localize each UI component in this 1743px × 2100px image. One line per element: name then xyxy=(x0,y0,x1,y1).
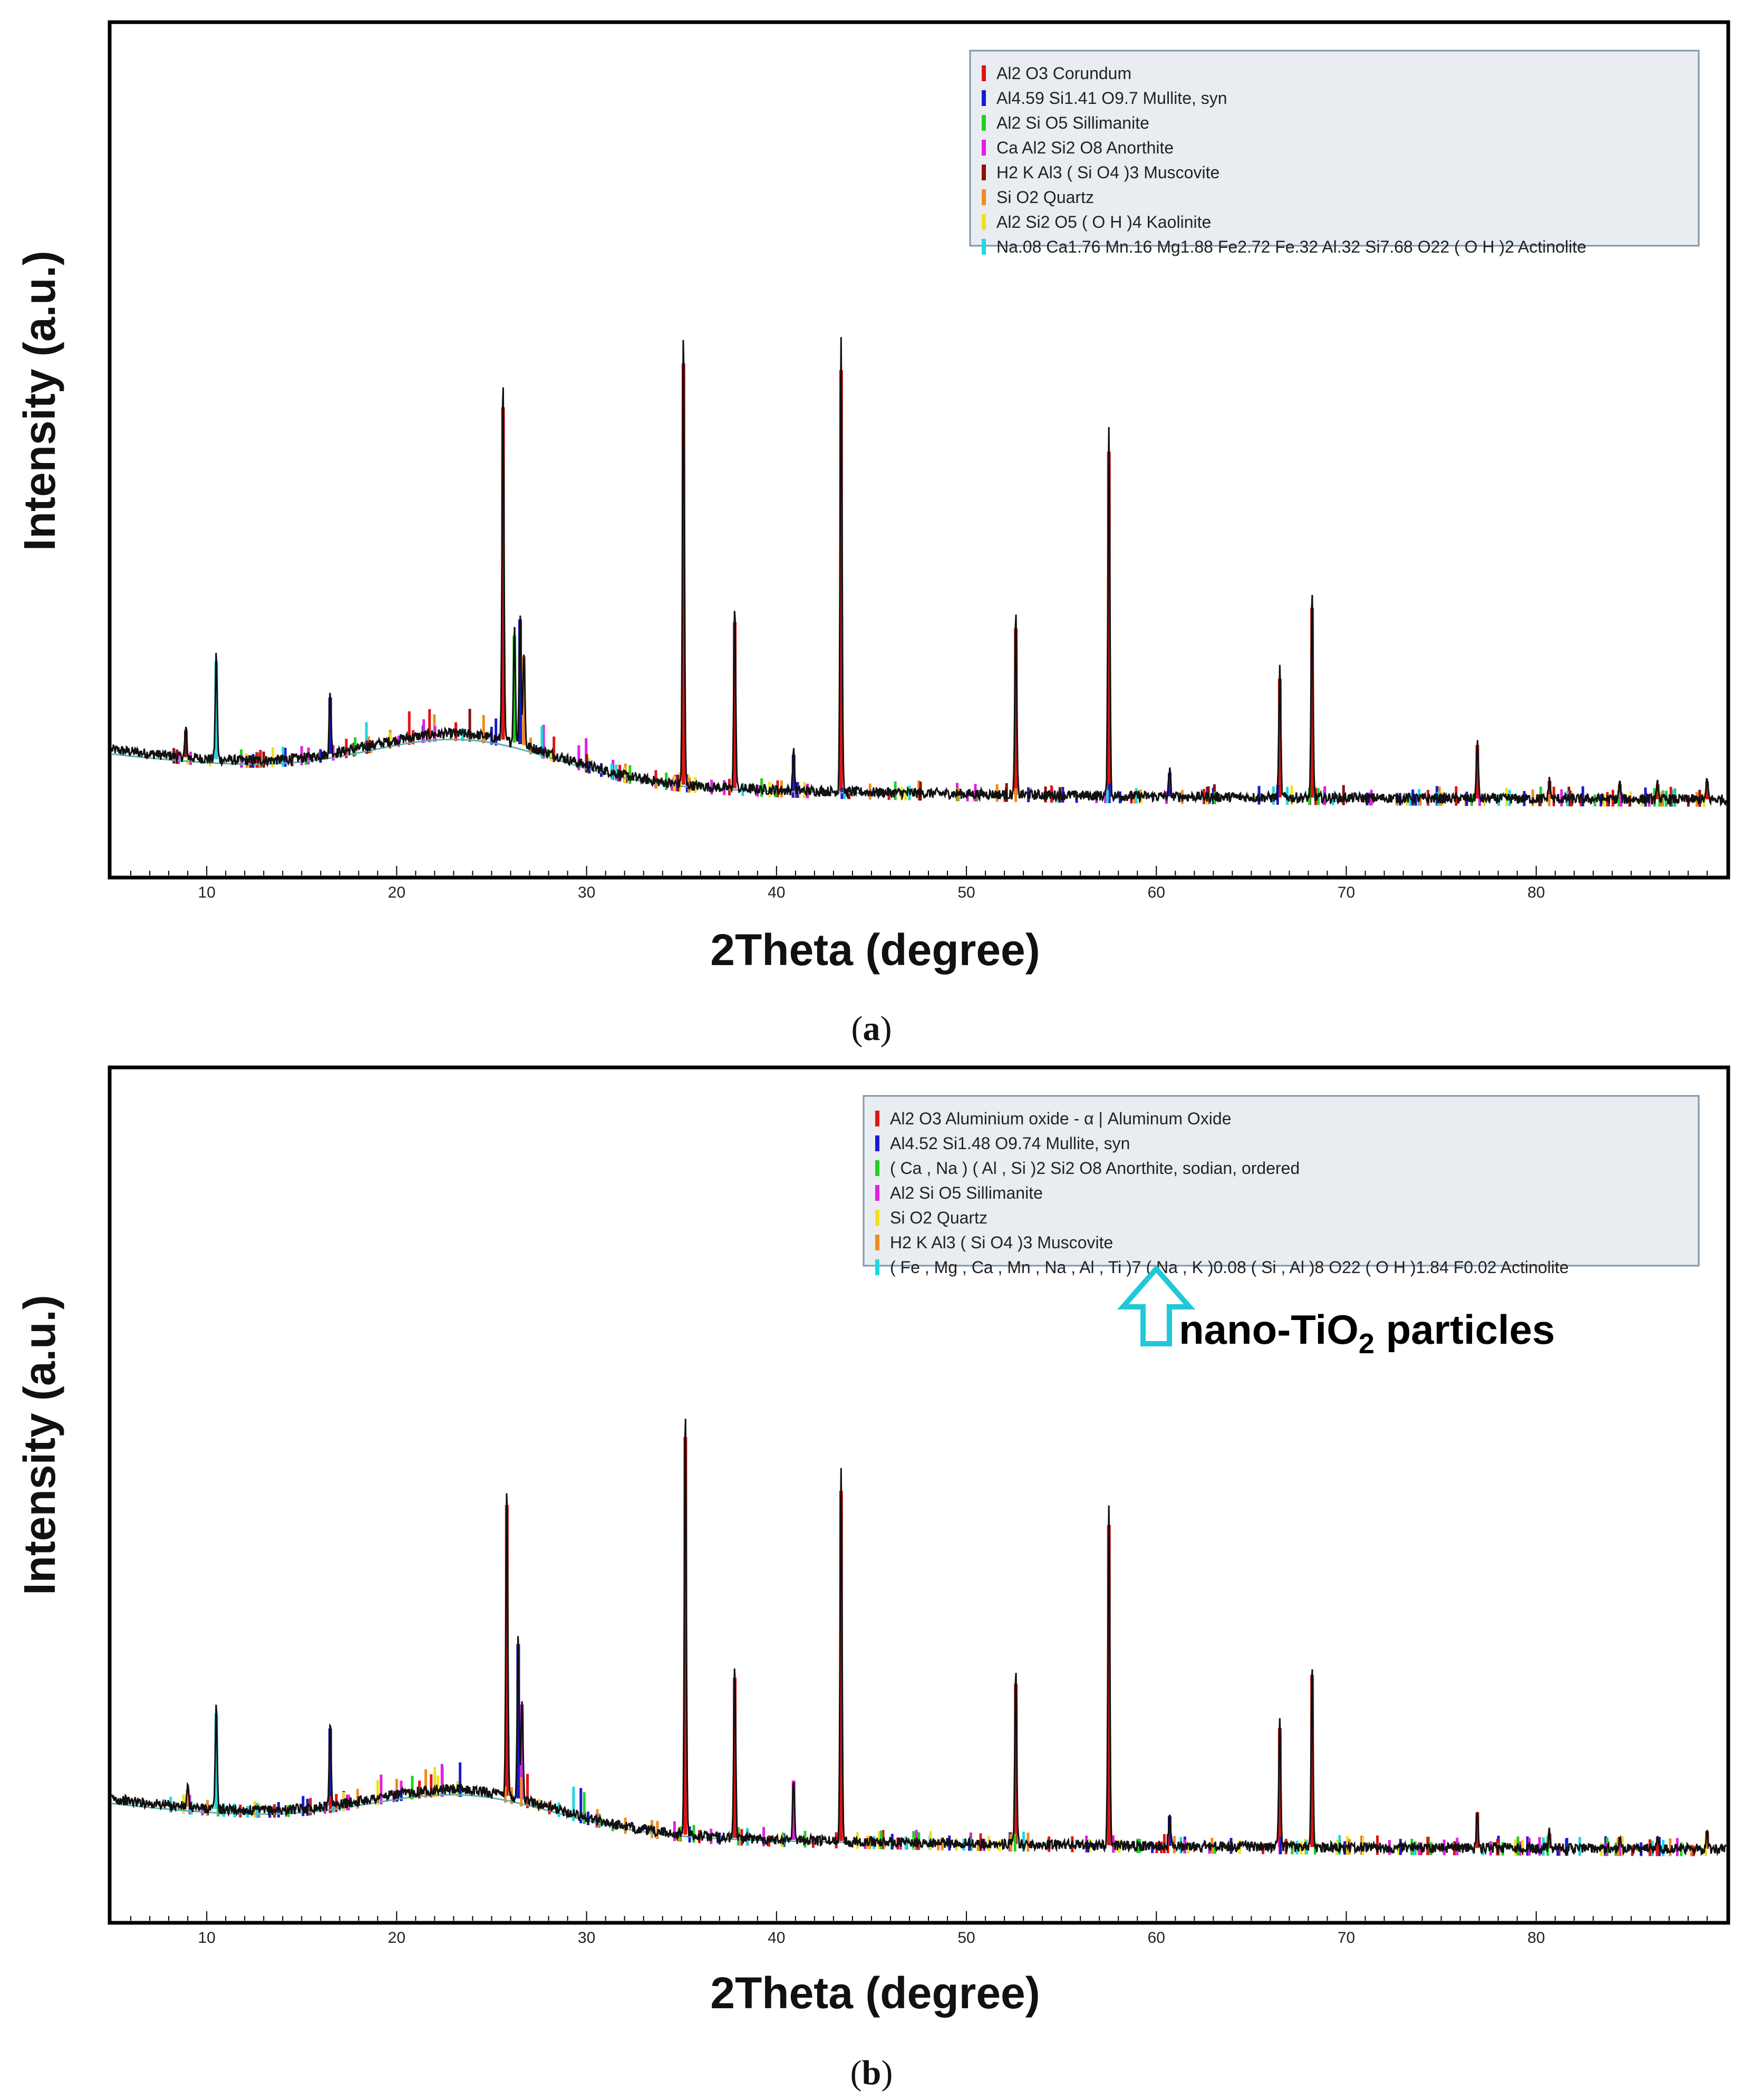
x-tick-label: 30 xyxy=(578,1929,595,1947)
legend-swatch xyxy=(982,214,986,230)
legend-swatch xyxy=(875,1235,879,1250)
legend-swatch xyxy=(982,115,986,131)
legend-a: Al2 O3 Corundum Al4.59 Si1.41 O9.7 Mullit… xyxy=(969,50,1700,256)
legend-swatch xyxy=(982,140,986,156)
legend-entry: ( Ca , Na ) ( Al , Si )2 Si2 O8 Anorthit… xyxy=(890,1159,1300,1178)
legend-b: Al2 O3 Aluminium oxide - α | Aluminum Ox… xyxy=(863,1095,1700,1277)
legend-entry: Al2 Si O5 Sillimanite xyxy=(890,1183,1043,1202)
x-axis-label-b: 2Theta (degree) xyxy=(710,1968,1040,2018)
x-tick-label: 60 xyxy=(1148,1929,1165,1947)
legend-entry: H2 K Al3 ( Si O4 )3 Muscovite xyxy=(996,163,1219,182)
legend-entry: Si O2 Quartz xyxy=(890,1208,987,1227)
x-tick-label: 70 xyxy=(1338,1929,1355,1947)
legend-entry: ( Fe , Mg , Ca , Mn , Na , Al , Ti )7 ( … xyxy=(890,1258,1569,1277)
legend-entry: H2 K Al3 ( Si O4 )3 Muscovite xyxy=(890,1233,1113,1252)
x-tick-label: 80 xyxy=(1527,884,1545,901)
legend-box-a xyxy=(969,50,1700,247)
legend-entry: Al2 O3 Aluminium oxide - α | Aluminum Ox… xyxy=(890,1109,1232,1128)
legend-entry: Ca Al2 Si2 O8 Anorthite xyxy=(996,138,1174,157)
nano-tio2-annotation: nano-TiO2 particles xyxy=(1179,1306,1555,1360)
legend-entry: Na.08 Ca1.76 Mn.16 Mg1.88 Fe2.72 Fe.32 A… xyxy=(996,237,1586,256)
x-tick-label: 10 xyxy=(198,1929,215,1947)
up-arrow-icon xyxy=(1117,1265,1196,1346)
x-tick-label: 20 xyxy=(388,1929,405,1947)
x-tick-label: 40 xyxy=(768,1929,785,1947)
legend-swatch xyxy=(875,1210,879,1226)
panel-b: 10 20 30 40 50 60 70 80 Al2 O3 Aluminium oxide … xyxy=(15,1065,1730,2092)
legend-entry: Al2 Si O5 Sillimanite xyxy=(996,113,1149,132)
x-tick-label: 60 xyxy=(1148,884,1165,901)
legend-swatch xyxy=(875,1259,879,1275)
legend-swatch xyxy=(982,239,986,255)
legend-entry: Al2 O3 Corundum xyxy=(996,64,1131,83)
x-tick-label: 50 xyxy=(957,884,975,901)
legend-swatch xyxy=(875,1135,879,1151)
x-axis-ticks-b: 10 20 30 40 50 60 70 80 xyxy=(130,1911,1708,1947)
legend-entry: Al2 Si2 O5 ( O H )4 Kaolinite xyxy=(996,213,1211,232)
panel-a: 10 20 30 40 50 60 70 80 Al2 O3 Corundum Al4.59 S… xyxy=(15,20,1730,1048)
x-tick-label: 30 xyxy=(578,884,595,901)
y-axis-label-a: Intensity (a.u.) xyxy=(15,251,64,551)
legend-swatch xyxy=(875,1185,879,1201)
caption-b-letter: b xyxy=(862,2054,882,2092)
legend-swatch xyxy=(875,1160,879,1176)
legend-entry: Al4.59 Si1.41 O9.7 Mullite, syn xyxy=(996,89,1227,108)
legend-entry: Al4.52 Si1.48 O9.74 Mullite, syn xyxy=(890,1134,1130,1153)
legend-box-b xyxy=(863,1095,1700,1267)
caption-b: (b) xyxy=(850,2054,893,2092)
y-axis-label-b: Intensity (a.u.) xyxy=(15,1295,64,1595)
x-axis-label-a: 2Theta (degree) xyxy=(710,925,1040,975)
diffraction-trace-b xyxy=(111,1419,1727,1856)
diffraction-trace-a xyxy=(111,337,1727,807)
x-tick-label: 80 xyxy=(1527,1929,1545,1947)
x-tick-label: 40 xyxy=(768,884,785,901)
caption-a-letter: a xyxy=(863,1009,880,1048)
legend-entry: Si O2 Quartz xyxy=(996,188,1094,207)
x-tick-label: 20 xyxy=(388,884,405,901)
caption-a: (a) xyxy=(851,1009,892,1048)
x-axis-ticks-a: 10 20 30 40 50 60 70 80 xyxy=(130,866,1708,901)
x-tick-label: 50 xyxy=(957,1929,975,1947)
legend-swatch xyxy=(982,65,986,81)
x-tick-label: 10 xyxy=(198,884,215,901)
legend-swatch xyxy=(982,90,986,106)
legend-swatch xyxy=(982,189,986,205)
legend-swatch xyxy=(875,1111,879,1126)
x-tick-label: 70 xyxy=(1338,884,1355,901)
legend-swatch xyxy=(982,165,986,180)
